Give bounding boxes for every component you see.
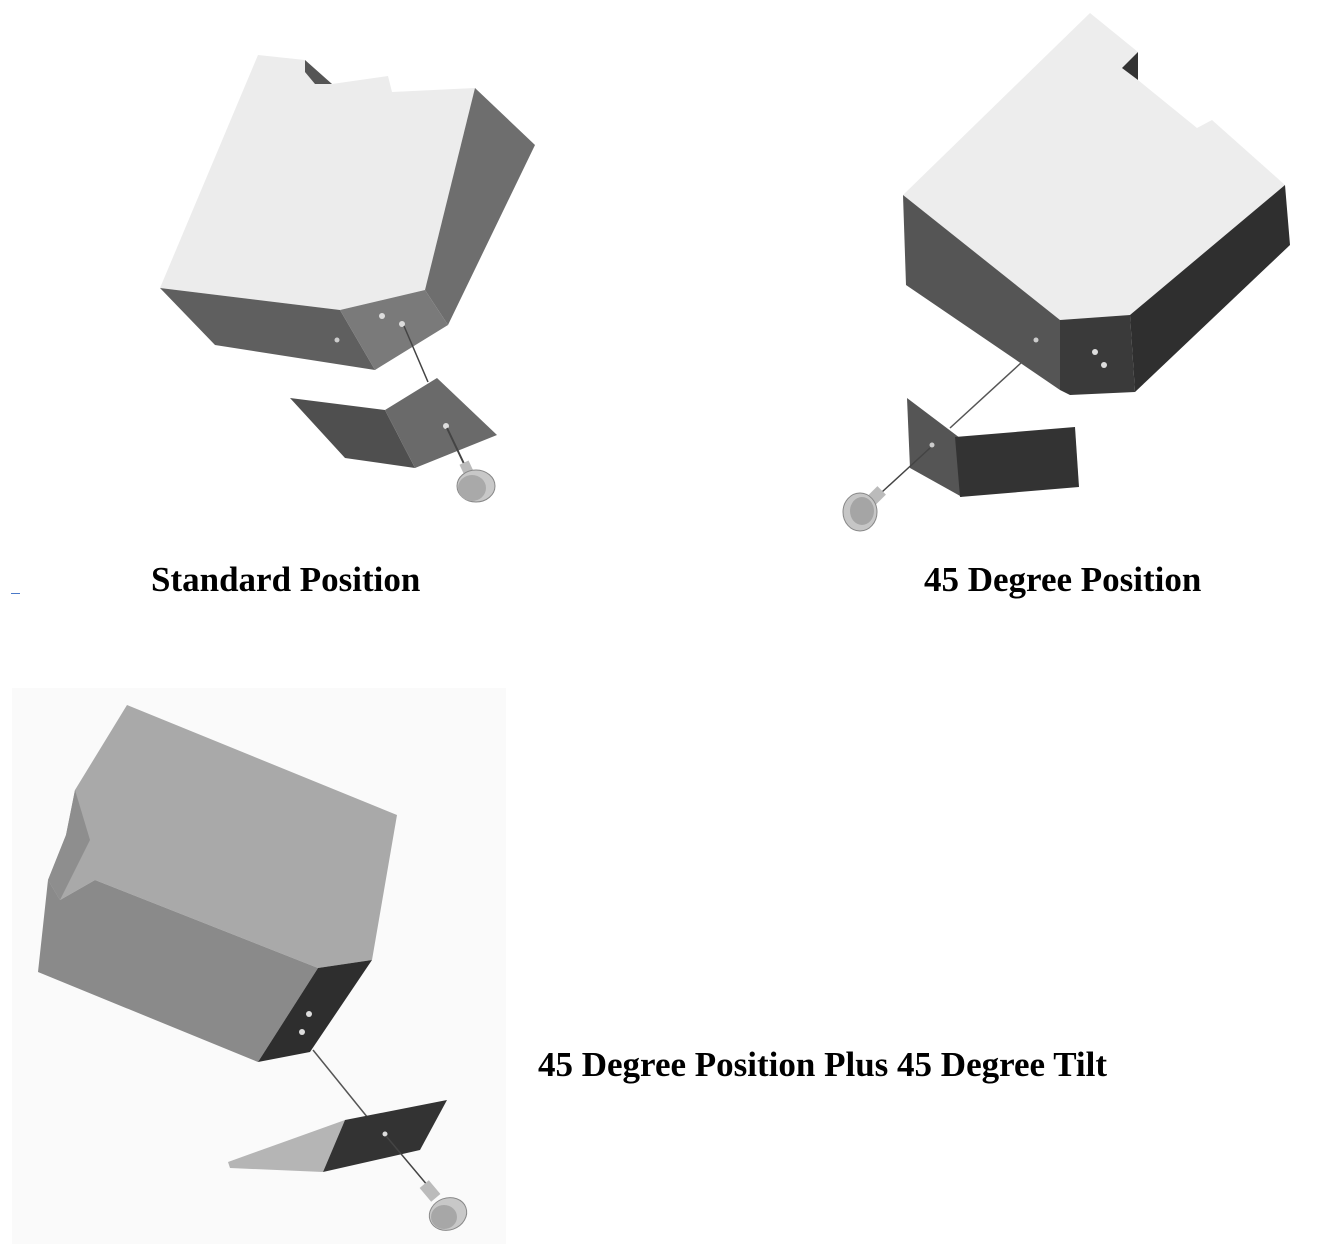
standard-bracket-left-face xyxy=(290,398,415,468)
caption-45-degree-position: 45 Degree Position xyxy=(924,560,1202,599)
tilt-block-notch xyxy=(48,790,90,900)
deg45-position-illustration xyxy=(842,13,1290,532)
deg45-hole xyxy=(1092,349,1098,355)
deg45-hole xyxy=(1033,337,1039,343)
tilt-block-chamfer-face xyxy=(258,960,372,1062)
standard-block-chamfer-face xyxy=(340,290,448,370)
deg45-block-front-face xyxy=(903,195,1060,390)
deg45-screw-rod xyxy=(881,447,931,493)
standard-block-front-face xyxy=(160,288,375,370)
tilt-hole xyxy=(306,1011,312,1017)
standard-position-illustration xyxy=(160,55,535,503)
deg45-block-chamfer-face xyxy=(1060,315,1135,395)
standard-hole xyxy=(399,321,405,327)
deg45-thumb-screw-icon xyxy=(842,486,886,532)
deg45-hole xyxy=(1101,362,1107,368)
tilt-thumb-screw-icon xyxy=(419,1180,468,1231)
deg45-block-top-face xyxy=(903,13,1285,320)
standard-bracket-right-face xyxy=(385,378,497,468)
deg45-block-side-face xyxy=(1130,185,1290,392)
tilt-block-top-face xyxy=(48,705,397,968)
tilt-bracket-hole xyxy=(382,1131,388,1137)
stray-underline-mark xyxy=(11,593,20,594)
tilt-block-front-face xyxy=(38,880,318,1062)
standard-block-top-face xyxy=(160,55,475,310)
standard-thumb-screw-icon xyxy=(456,460,496,503)
tilt-screw-rod xyxy=(385,1135,429,1187)
standard-hole xyxy=(379,313,385,319)
standard-screw-rod xyxy=(446,427,467,469)
deg45-guide-rod xyxy=(949,361,1023,429)
standard-block-notch xyxy=(305,60,332,84)
deg45-tilt-illustration xyxy=(12,688,506,1244)
standard-guide-rod xyxy=(403,325,429,383)
standard-hole xyxy=(334,337,340,343)
caption-45-degree-tilt: 45 Degree Position Plus 45 Degree Tilt xyxy=(538,1045,1108,1084)
deg45-bracket-right-face xyxy=(955,427,1079,497)
standard-block-side-face xyxy=(425,88,535,325)
tilt-bracket-flat-face xyxy=(228,1120,345,1172)
deg45-bracket-hole xyxy=(929,442,935,448)
deg45-block-notch xyxy=(1122,52,1138,80)
tilt-guide-rod xyxy=(312,1049,369,1119)
tilt-hole xyxy=(299,1029,305,1035)
standard-bracket-hole xyxy=(443,423,449,429)
deg45-bracket-left-face xyxy=(907,398,962,497)
caption-standard-position: Standard Position xyxy=(151,560,421,599)
